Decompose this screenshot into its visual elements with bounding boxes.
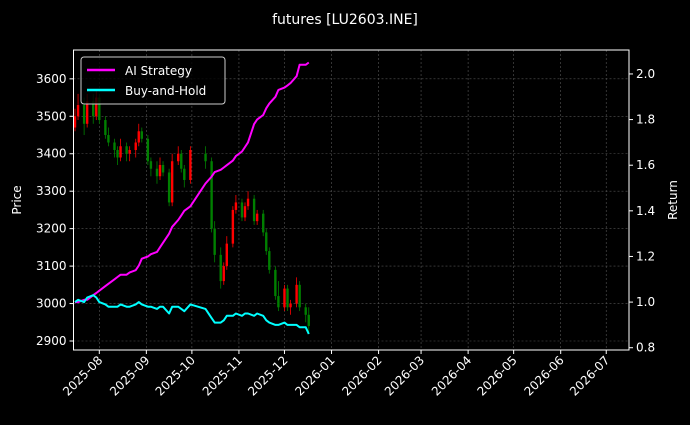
y-tick-label-left: 3600 (36, 72, 67, 86)
candle-body (265, 232, 268, 252)
candle-body (240, 202, 244, 218)
candle-body (76, 105, 80, 117)
candle-body (95, 97, 98, 117)
y-tick-label-right: 0.8 (636, 341, 655, 355)
candle-body (167, 172, 171, 203)
candle-body (149, 161, 153, 169)
candle-body (225, 243, 228, 267)
candle-body (128, 150, 131, 154)
candle-body (116, 150, 119, 158)
y-tick-label-right: 1.6 (636, 158, 655, 172)
candle-body (213, 228, 216, 255)
candle-body (252, 198, 256, 222)
candle-body (92, 101, 95, 117)
candle-body (243, 206, 247, 218)
y-tick-label-right: 1.4 (636, 204, 655, 218)
y-axis-left: 2900 3000 3100 3200 3300 3400 3500 3600 (36, 72, 74, 348)
candle-body (210, 161, 213, 229)
candle-body (286, 288, 289, 308)
candle-body (204, 153, 207, 162)
candle-body (125, 146, 128, 154)
buy-and-hold-line (74, 294, 310, 335)
candle-body (268, 251, 271, 270)
candle-body (234, 202, 238, 210)
candle-body (104, 120, 107, 136)
legend-box (80, 56, 226, 105)
y-tick-label-left: 3300 (36, 184, 67, 198)
y-axis-left-label: Price (10, 185, 24, 214)
candle-body (170, 161, 174, 203)
candle-body (304, 307, 307, 315)
y-tick-label-right: 1.8 (636, 113, 655, 127)
candle-body (107, 135, 110, 143)
y-tick-label-right: 1.2 (636, 249, 655, 263)
y-tick-label-left: 3400 (36, 147, 67, 161)
candle-body (73, 116, 77, 128)
legend: AI Strategy Buy-and-Hold (80, 56, 226, 105)
legend-bh-label: Buy-and-Hold (125, 84, 206, 98)
candle-body (277, 296, 280, 308)
candle-body (183, 168, 186, 180)
candle-body (155, 168, 159, 177)
candle-body (298, 284, 301, 308)
candle-body (255, 213, 259, 222)
y-axis-right-label: Return (666, 180, 680, 220)
candle-body (246, 198, 250, 207)
candle-body (161, 164, 165, 173)
candle-body (82, 105, 86, 124)
candle-body (85, 101, 89, 124)
y-tick-label-left: 3200 (36, 222, 67, 236)
ai-strategy-line (75, 61, 310, 304)
candle-body (283, 288, 286, 308)
candle-body (289, 303, 292, 308)
candle-body (307, 314, 310, 327)
candle-body (146, 138, 150, 162)
plot-frame (73, 49, 630, 351)
y-tick-label-left: 2900 (36, 334, 67, 348)
candle-body (119, 146, 122, 158)
candle-body (189, 150, 192, 180)
y-tick-label-right: 2.0 (636, 67, 655, 81)
candle-body (295, 284, 298, 304)
y-tick-label-right: 1.0 (636, 295, 655, 309)
candle-body (134, 142, 137, 150)
y-tick-label-left: 3100 (36, 259, 67, 273)
candle-body (113, 142, 116, 150)
candle-body (274, 269, 277, 297)
y-tick-label-left: 3500 (36, 109, 67, 123)
candle-body (158, 164, 162, 177)
candle-body (98, 97, 101, 121)
candle-body (219, 254, 222, 282)
candle-body (137, 131, 140, 143)
candle-body (262, 213, 265, 233)
candle-body (177, 153, 180, 162)
candle-body (222, 266, 225, 282)
candle-body (140, 131, 143, 139)
chart-title: futures [LU2603.INE] (272, 12, 418, 28)
y-axis-right: 0.8 1.0 1.2 1.4 1.6 1.8 2.0 (629, 67, 655, 355)
legend-ai-label: AI Strategy (125, 64, 192, 78)
return-lines (74, 61, 310, 335)
y-tick-label-left: 3000 (36, 297, 67, 311)
candle-body (180, 153, 183, 169)
candle-body (231, 209, 235, 244)
